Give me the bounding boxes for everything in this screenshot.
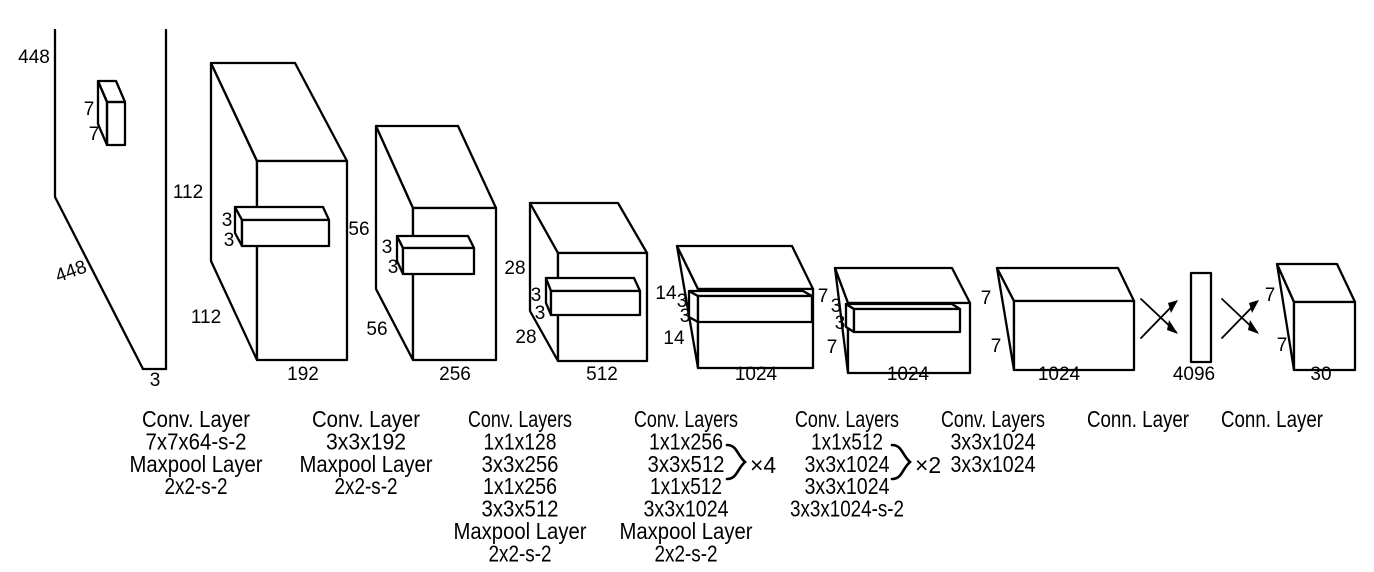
svg-text:1024: 1024 [735,364,778,385]
svg-text:56: 56 [366,319,387,340]
svg-text:112: 112 [191,307,221,328]
svg-text:2x2-s-2: 2x2-s-2 [655,540,718,566]
svg-text:×2: ×2 [915,452,941,478]
svg-text:112: 112 [173,182,203,203]
svg-text:192: 192 [287,364,319,385]
svg-text:2x2-s-2: 2x2-s-2 [489,540,552,566]
svg-text:3: 3 [150,370,161,391]
svg-text:4096: 4096 [1173,364,1215,385]
svg-text:1024: 1024 [887,364,930,385]
svg-text:3x3x1024-s-2: 3x3x1024-s-2 [790,496,904,522]
svg-text:56: 56 [348,219,369,240]
svg-text:7: 7 [981,288,992,309]
svg-text:7: 7 [991,336,1002,357]
svg-text:512: 512 [586,364,618,385]
svg-text:Conn. Layer: Conn. Layer [1221,406,1323,432]
svg-text:256: 256 [439,364,471,385]
svg-text:7: 7 [1277,335,1288,356]
svg-text:3: 3 [222,210,233,231]
svg-text:3: 3 [388,257,399,278]
svg-text:2x2-s-2: 2x2-s-2 [335,473,398,499]
svg-text:7: 7 [84,99,95,120]
svg-text:14: 14 [655,283,677,304]
svg-text:28: 28 [504,258,525,279]
svg-text:3: 3 [835,313,846,334]
svg-text:7: 7 [89,124,100,145]
svg-text:14: 14 [663,328,685,349]
svg-text:7: 7 [827,337,838,358]
svg-text:1024: 1024 [1038,364,1081,385]
svg-text:7: 7 [1265,285,1276,306]
svg-text:3x3x1024: 3x3x1024 [951,451,1036,477]
svg-text:×4: ×4 [750,452,776,478]
svg-text:Conn. Layer: Conn. Layer [1087,406,1189,432]
svg-text:7: 7 [818,286,829,307]
svg-text:3: 3 [680,306,691,327]
svg-text:448: 448 [18,47,50,68]
svg-text:3: 3 [224,230,235,251]
svg-text:3: 3 [535,303,546,324]
svg-text:28: 28 [515,327,536,348]
svg-text:30: 30 [1310,364,1331,385]
svg-text:3: 3 [382,237,393,258]
svg-text:2x2-s-2: 2x2-s-2 [165,473,228,499]
